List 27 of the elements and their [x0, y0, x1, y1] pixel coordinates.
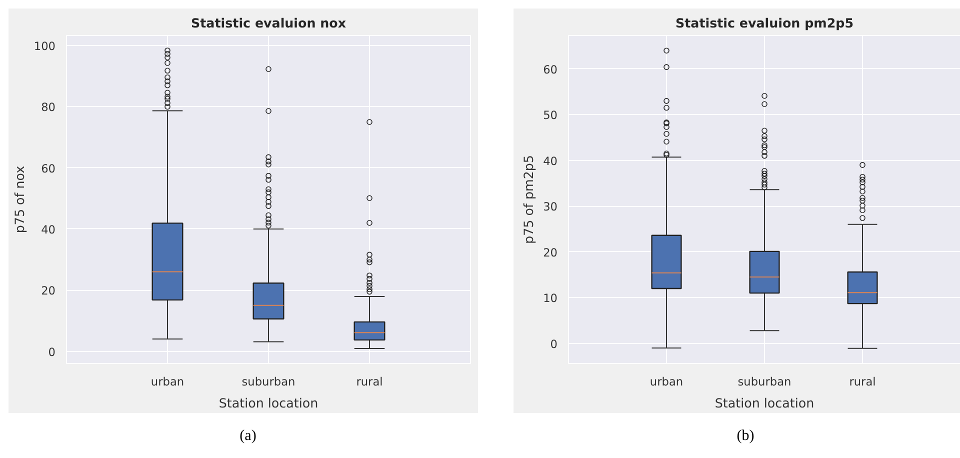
y-tick-label: 40	[41, 222, 56, 236]
y-tick-label: 60	[41, 161, 56, 176]
y-tick-label: 100	[34, 39, 56, 54]
x-axis-title: Station location	[714, 396, 814, 410]
y-tick-label: 10	[543, 291, 558, 306]
y-tick-label: 80	[41, 100, 56, 114]
chart-title: Statistic evaluion pm2p5	[675, 16, 854, 30]
text: (a)	[240, 427, 256, 446]
x-tick-label: rural	[849, 374, 876, 388]
y-tick-label: 0	[550, 336, 558, 351]
y-tick-label: 60	[543, 62, 558, 76]
y-axis-title: p75 of pm2p5	[521, 155, 536, 244]
x-tick-label: suburban	[738, 374, 792, 388]
x-tick-label: urban	[150, 374, 184, 388]
text: (b)	[736, 427, 754, 446]
y-axis-title: p75 of nox	[12, 165, 27, 234]
y-tick-label: 50	[543, 108, 558, 122]
y-tick-label: 40	[543, 154, 558, 168]
x-tick-label: urban	[650, 374, 684, 388]
x-tick-label: rural	[356, 374, 383, 388]
y-tick-label: 20	[543, 245, 558, 260]
x-tick-label: suburban	[242, 374, 296, 388]
y-tick-label: 20	[41, 284, 56, 298]
y-tick-label: 30	[543, 200, 558, 214]
chart-title: Statistic evaluion nox	[191, 16, 346, 30]
x-axis-title: Station location	[218, 396, 318, 410]
y-tick-label: 0	[48, 344, 56, 359]
